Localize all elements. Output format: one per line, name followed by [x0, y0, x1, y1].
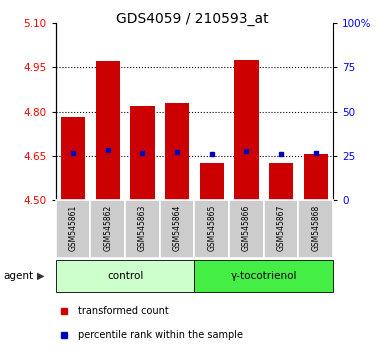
Bar: [298, 200, 333, 258]
Bar: [56, 200, 90, 258]
Text: GSM545865: GSM545865: [207, 205, 216, 251]
Text: GDS4059 / 210593_at: GDS4059 / 210593_at: [116, 12, 269, 27]
Text: GSM545862: GSM545862: [103, 205, 112, 251]
Bar: [234, 60, 259, 200]
Text: GSM545868: GSM545868: [311, 205, 320, 251]
Text: percentile rank within the sample: percentile rank within the sample: [78, 330, 243, 340]
Text: control: control: [107, 271, 143, 281]
Text: GSM545864: GSM545864: [172, 205, 182, 251]
Bar: [125, 200, 160, 258]
Text: GSM545867: GSM545867: [276, 205, 286, 251]
Text: agent: agent: [4, 271, 34, 281]
Bar: [61, 118, 85, 200]
Bar: [160, 200, 194, 258]
Text: GSM545861: GSM545861: [69, 205, 78, 251]
Text: ▶: ▶: [37, 271, 44, 281]
Bar: [194, 200, 229, 258]
Bar: [264, 200, 298, 258]
Text: GSM545866: GSM545866: [242, 205, 251, 251]
Bar: [229, 200, 264, 258]
Bar: [130, 105, 154, 200]
Bar: [56, 260, 194, 292]
Bar: [199, 163, 224, 200]
Bar: [269, 163, 293, 200]
Bar: [194, 260, 333, 292]
Bar: [303, 154, 328, 200]
Text: GSM545863: GSM545863: [138, 205, 147, 251]
Text: γ-tocotrienol: γ-tocotrienol: [231, 271, 297, 281]
Bar: [165, 103, 189, 200]
Text: transformed count: transformed count: [78, 306, 169, 316]
Bar: [95, 61, 120, 200]
Bar: [90, 200, 125, 258]
